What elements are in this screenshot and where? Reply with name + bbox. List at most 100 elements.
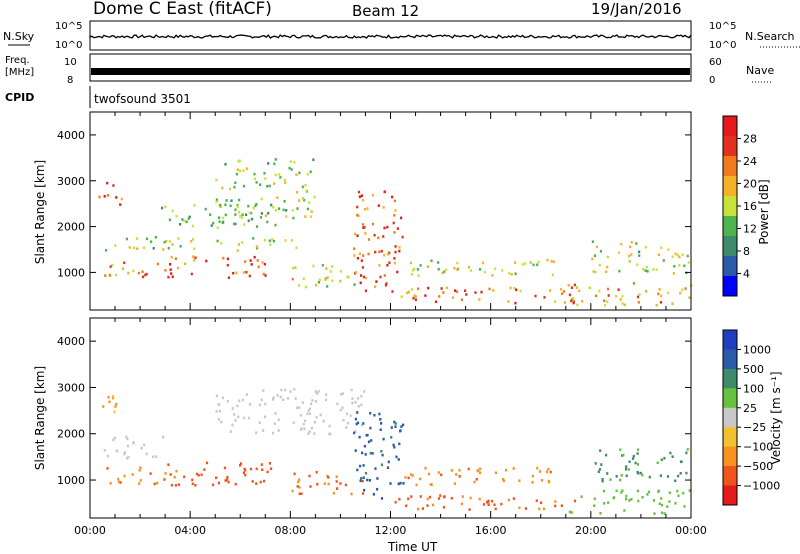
data-cell <box>364 453 367 456</box>
data-cell <box>507 300 510 303</box>
data-cell <box>226 257 229 261</box>
colorbar-tick-label: −1000 <box>743 480 780 493</box>
data-cell <box>205 461 209 465</box>
data-cell <box>543 296 546 299</box>
data-cell <box>518 506 521 510</box>
data-cell <box>620 242 623 246</box>
data-cell <box>125 435 128 439</box>
data-cell <box>326 474 329 478</box>
data-cell <box>639 471 642 475</box>
data-cell <box>494 471 498 475</box>
nave-tick-bottom: 0 <box>709 75 715 86</box>
data-cell <box>190 240 193 243</box>
data-cell <box>389 482 392 485</box>
nsky-tick-top: 10^5 <box>55 21 82 32</box>
data-cell <box>239 462 243 465</box>
data-cell <box>191 224 194 228</box>
data-cell <box>247 204 250 208</box>
data-cell <box>623 303 626 307</box>
data-cell <box>131 473 134 476</box>
data-cell <box>361 266 364 269</box>
data-cell <box>346 421 350 425</box>
colorbar-swatch <box>723 196 737 217</box>
nsky-label: N.Sky <box>3 30 35 43</box>
data-cell <box>591 240 594 243</box>
data-cell <box>236 404 239 408</box>
data-cell <box>532 263 535 267</box>
data-cell <box>119 203 122 206</box>
data-cell <box>329 270 332 273</box>
data-cell <box>456 261 459 265</box>
data-cell <box>212 483 215 487</box>
data-cell <box>521 263 524 266</box>
data-cell <box>620 474 623 477</box>
data-cell <box>301 185 304 189</box>
velocity-panel: 1000 2000 3000 4000 00:00 04:00 08:00 12:00 16:… <box>33 317 783 554</box>
data-cell <box>658 288 661 291</box>
data-cell <box>636 489 640 493</box>
data-cell <box>138 469 141 472</box>
data-cell <box>128 246 131 249</box>
data-cell <box>363 226 366 229</box>
data-cell <box>371 452 374 455</box>
data-cell <box>434 300 438 304</box>
velocity-colorbar: 1000 500 100 25 −25 −100 −500 −1000 <box>722 329 780 506</box>
data-cell <box>204 207 207 211</box>
data-cell <box>364 232 367 235</box>
x-tick-label: 00:00 <box>74 524 106 537</box>
data-cell <box>540 479 544 482</box>
data-cell <box>263 262 266 266</box>
data-cell <box>481 261 485 265</box>
data-cell <box>310 402 313 406</box>
data-cell <box>617 251 621 254</box>
colorbar-swatch <box>723 236 737 257</box>
data-cell <box>374 285 377 289</box>
data-cell <box>255 181 258 184</box>
data-cell <box>360 423 363 427</box>
freq-tick-bottom: 8 <box>67 75 73 86</box>
data-cell <box>299 414 302 417</box>
data-cell <box>387 460 390 464</box>
colorbar-tick-label: 4 <box>743 268 750 281</box>
data-cell <box>349 414 352 418</box>
data-cell <box>272 431 275 435</box>
data-cell <box>427 472 431 476</box>
data-cell <box>341 406 344 410</box>
data-cell <box>512 497 515 500</box>
data-cell <box>219 203 222 207</box>
data-cell <box>397 482 400 486</box>
data-cell <box>653 512 656 515</box>
data-cell <box>441 271 444 275</box>
data-cell <box>294 266 297 269</box>
data-cell <box>362 198 365 202</box>
data-cell <box>619 298 622 301</box>
data-cell <box>562 290 565 293</box>
data-cell <box>572 297 575 300</box>
data-cell <box>382 206 385 209</box>
data-cell <box>624 497 628 501</box>
data-cell <box>419 495 422 498</box>
data-cell <box>456 268 459 271</box>
data-cell <box>383 226 386 230</box>
data-cell <box>340 392 343 396</box>
data-cell <box>380 422 383 425</box>
data-cell <box>136 237 139 240</box>
data-cell <box>524 262 527 265</box>
data-cell <box>400 295 403 298</box>
data-cell <box>478 497 481 501</box>
data-cell <box>241 398 244 402</box>
data-cell <box>383 253 386 257</box>
data-cell <box>667 248 670 251</box>
data-cell <box>514 301 517 305</box>
data-cell <box>369 426 372 430</box>
data-cell <box>108 274 111 277</box>
data-cell <box>191 482 194 486</box>
data-cell <box>679 460 683 464</box>
data-cell <box>394 250 397 254</box>
data-cell <box>102 405 105 408</box>
data-cell <box>108 400 111 404</box>
data-cell <box>262 479 266 483</box>
data-cell <box>155 455 158 458</box>
data-cell <box>451 296 455 299</box>
data-cell <box>502 478 505 481</box>
